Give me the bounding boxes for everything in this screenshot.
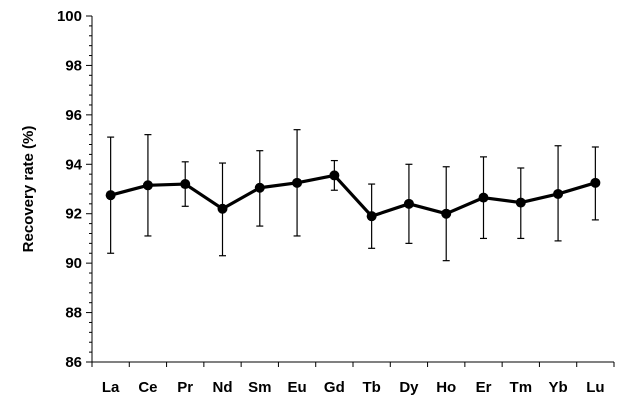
series-line — [110, 173, 596, 218]
x-tick-label: Gd — [324, 379, 345, 396]
y-tick-label: 94 — [65, 156, 82, 173]
x-tick-label: Nd — [213, 379, 233, 396]
x-tick-label: Ho — [436, 379, 456, 396]
x-tick-label: La — [102, 379, 120, 396]
y-tick-label: 86 — [65, 354, 82, 371]
data-point — [403, 198, 414, 209]
x-tick-label: Er — [476, 379, 492, 396]
x-tick-label: Dy — [399, 379, 419, 396]
data-point — [217, 203, 228, 214]
data-point — [105, 190, 116, 201]
data-point — [366, 211, 377, 222]
data-point — [180, 179, 191, 190]
data-point — [142, 180, 153, 191]
x-tick-label: Yb — [548, 379, 567, 396]
data-point — [254, 182, 265, 193]
data-point — [478, 192, 489, 203]
x-tick-label: Tm — [510, 379, 533, 396]
y-axis: 86 88 90 92 94 96 98 100 — [57, 8, 93, 371]
y-tick-label: 88 — [65, 305, 82, 322]
y-tick-label: 96 — [65, 107, 82, 124]
data-point — [515, 197, 526, 208]
x-tick-label: Ce — [138, 379, 157, 396]
data-point — [441, 208, 452, 219]
x-tick-label: Tb — [362, 379, 380, 396]
data-points — [105, 170, 601, 222]
data-point — [553, 188, 564, 199]
x-tick-label: Eu — [287, 379, 306, 396]
y-tick-label: 92 — [65, 206, 82, 223]
y-axis-title: Recovery rate (%) — [20, 126, 37, 253]
data-point — [329, 170, 340, 181]
data-point — [292, 177, 303, 188]
x-tick-label: Sm — [248, 379, 271, 396]
x-axis: La Ce Pr Nd Sm Eu Gd Tb Dy Ho Er Tm Yb Lu — [91, 361, 615, 396]
x-tick-label: Lu — [586, 379, 604, 396]
y-tick-label: 90 — [65, 255, 82, 272]
y-tick-label: 98 — [65, 57, 82, 74]
y-tick-label: 100 — [57, 8, 82, 25]
data-point — [590, 177, 601, 188]
x-tick-label: Pr — [177, 379, 193, 396]
